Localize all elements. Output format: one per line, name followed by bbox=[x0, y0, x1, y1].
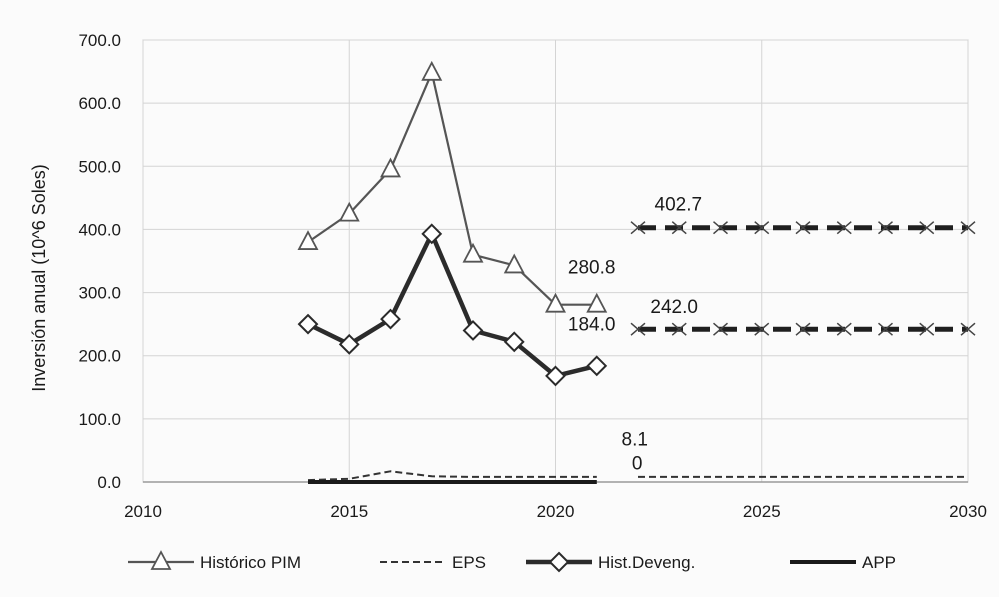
cross-marker bbox=[795, 221, 811, 235]
triangle-marker bbox=[297, 230, 319, 250]
diamond-marker bbox=[338, 333, 360, 355]
y-tick-label: 200.0 bbox=[78, 347, 121, 366]
cross-marker bbox=[836, 322, 852, 336]
y-tick-label: 700.0 bbox=[78, 31, 121, 50]
triangle-marker bbox=[462, 242, 484, 263]
annotation-layer: 402.7 280.8 242.0 184.0 8.1 0 bbox=[568, 194, 702, 474]
cross-marker bbox=[795, 322, 811, 336]
diamond-marker bbox=[503, 331, 525, 353]
cross-marker bbox=[671, 221, 687, 235]
triangle-marker bbox=[150, 550, 172, 570]
cross-marker bbox=[836, 221, 852, 235]
cross-marker bbox=[713, 322, 728, 336]
legend-label: APP bbox=[862, 553, 896, 572]
y-tick-label: 100.0 bbox=[78, 410, 121, 429]
cross-marker bbox=[919, 221, 935, 235]
cross-marker bbox=[754, 221, 770, 235]
cross-marker bbox=[960, 221, 976, 235]
series-line-0 bbox=[307, 71, 597, 306]
data-label: 8.1 bbox=[622, 429, 648, 450]
data-label: 402.7 bbox=[655, 194, 703, 215]
cross-marker bbox=[878, 221, 893, 235]
cross-marker bbox=[671, 322, 687, 336]
x-tick-label: 2020 bbox=[537, 502, 575, 521]
data-label: 280.8 bbox=[568, 258, 616, 279]
y-tick-label: 500.0 bbox=[78, 157, 121, 176]
triangle-marker bbox=[503, 253, 525, 274]
diamond-marker bbox=[545, 365, 566, 387]
legend-label: Hist.Deveng. bbox=[598, 553, 695, 572]
diamond-marker bbox=[421, 223, 443, 245]
x-tick-label: 2015 bbox=[330, 502, 368, 521]
legend: Histórico PIM EPS Hist.Deveng. APP bbox=[128, 550, 896, 573]
y-tick-label: 0.0 bbox=[97, 473, 121, 492]
cross-marker bbox=[878, 322, 893, 336]
cross-marker bbox=[754, 322, 770, 336]
y-tick-label: 400.0 bbox=[78, 220, 121, 239]
cross-marker bbox=[960, 322, 976, 336]
diamond-marker bbox=[297, 313, 319, 335]
x-tick-label: 2010 bbox=[124, 502, 162, 521]
cross-marker bbox=[919, 322, 935, 336]
x-tick-label: 2025 bbox=[743, 502, 781, 521]
diamond-marker bbox=[380, 308, 401, 330]
diamond-marker bbox=[586, 355, 608, 377]
y-tick-label: 600.0 bbox=[78, 94, 121, 113]
diamond-marker bbox=[548, 551, 570, 573]
series-line-2 bbox=[307, 231, 598, 379]
triangle-marker bbox=[380, 157, 401, 178]
y-axis-label: Inversión anual (10^6 Soles) bbox=[29, 164, 49, 392]
series-layer bbox=[297, 60, 976, 484]
y-tick-label: 300.0 bbox=[78, 284, 121, 303]
data-label: 184.0 bbox=[568, 314, 616, 335]
diamond-marker bbox=[462, 320, 484, 341]
grid bbox=[142, 39, 969, 483]
triangle-marker bbox=[421, 60, 443, 81]
triangle-marker bbox=[545, 292, 566, 313]
data-label: 0 bbox=[632, 453, 643, 474]
x-tick-label: 2030 bbox=[949, 502, 987, 521]
series-line-1 bbox=[307, 470, 597, 482]
triangle-marker bbox=[586, 292, 608, 313]
data-label: 242.0 bbox=[650, 297, 698, 318]
cross-marker bbox=[630, 221, 646, 235]
axes: 0.0 100.0 200.0 300.0 400.0 500.0 600.0 700.0 20… bbox=[78, 31, 986, 521]
legend-label: Histórico PIM bbox=[200, 553, 301, 572]
cross-marker bbox=[630, 322, 646, 336]
cross-marker bbox=[713, 221, 728, 235]
legend-label: EPS bbox=[452, 553, 486, 572]
triangle-marker bbox=[338, 201, 360, 222]
